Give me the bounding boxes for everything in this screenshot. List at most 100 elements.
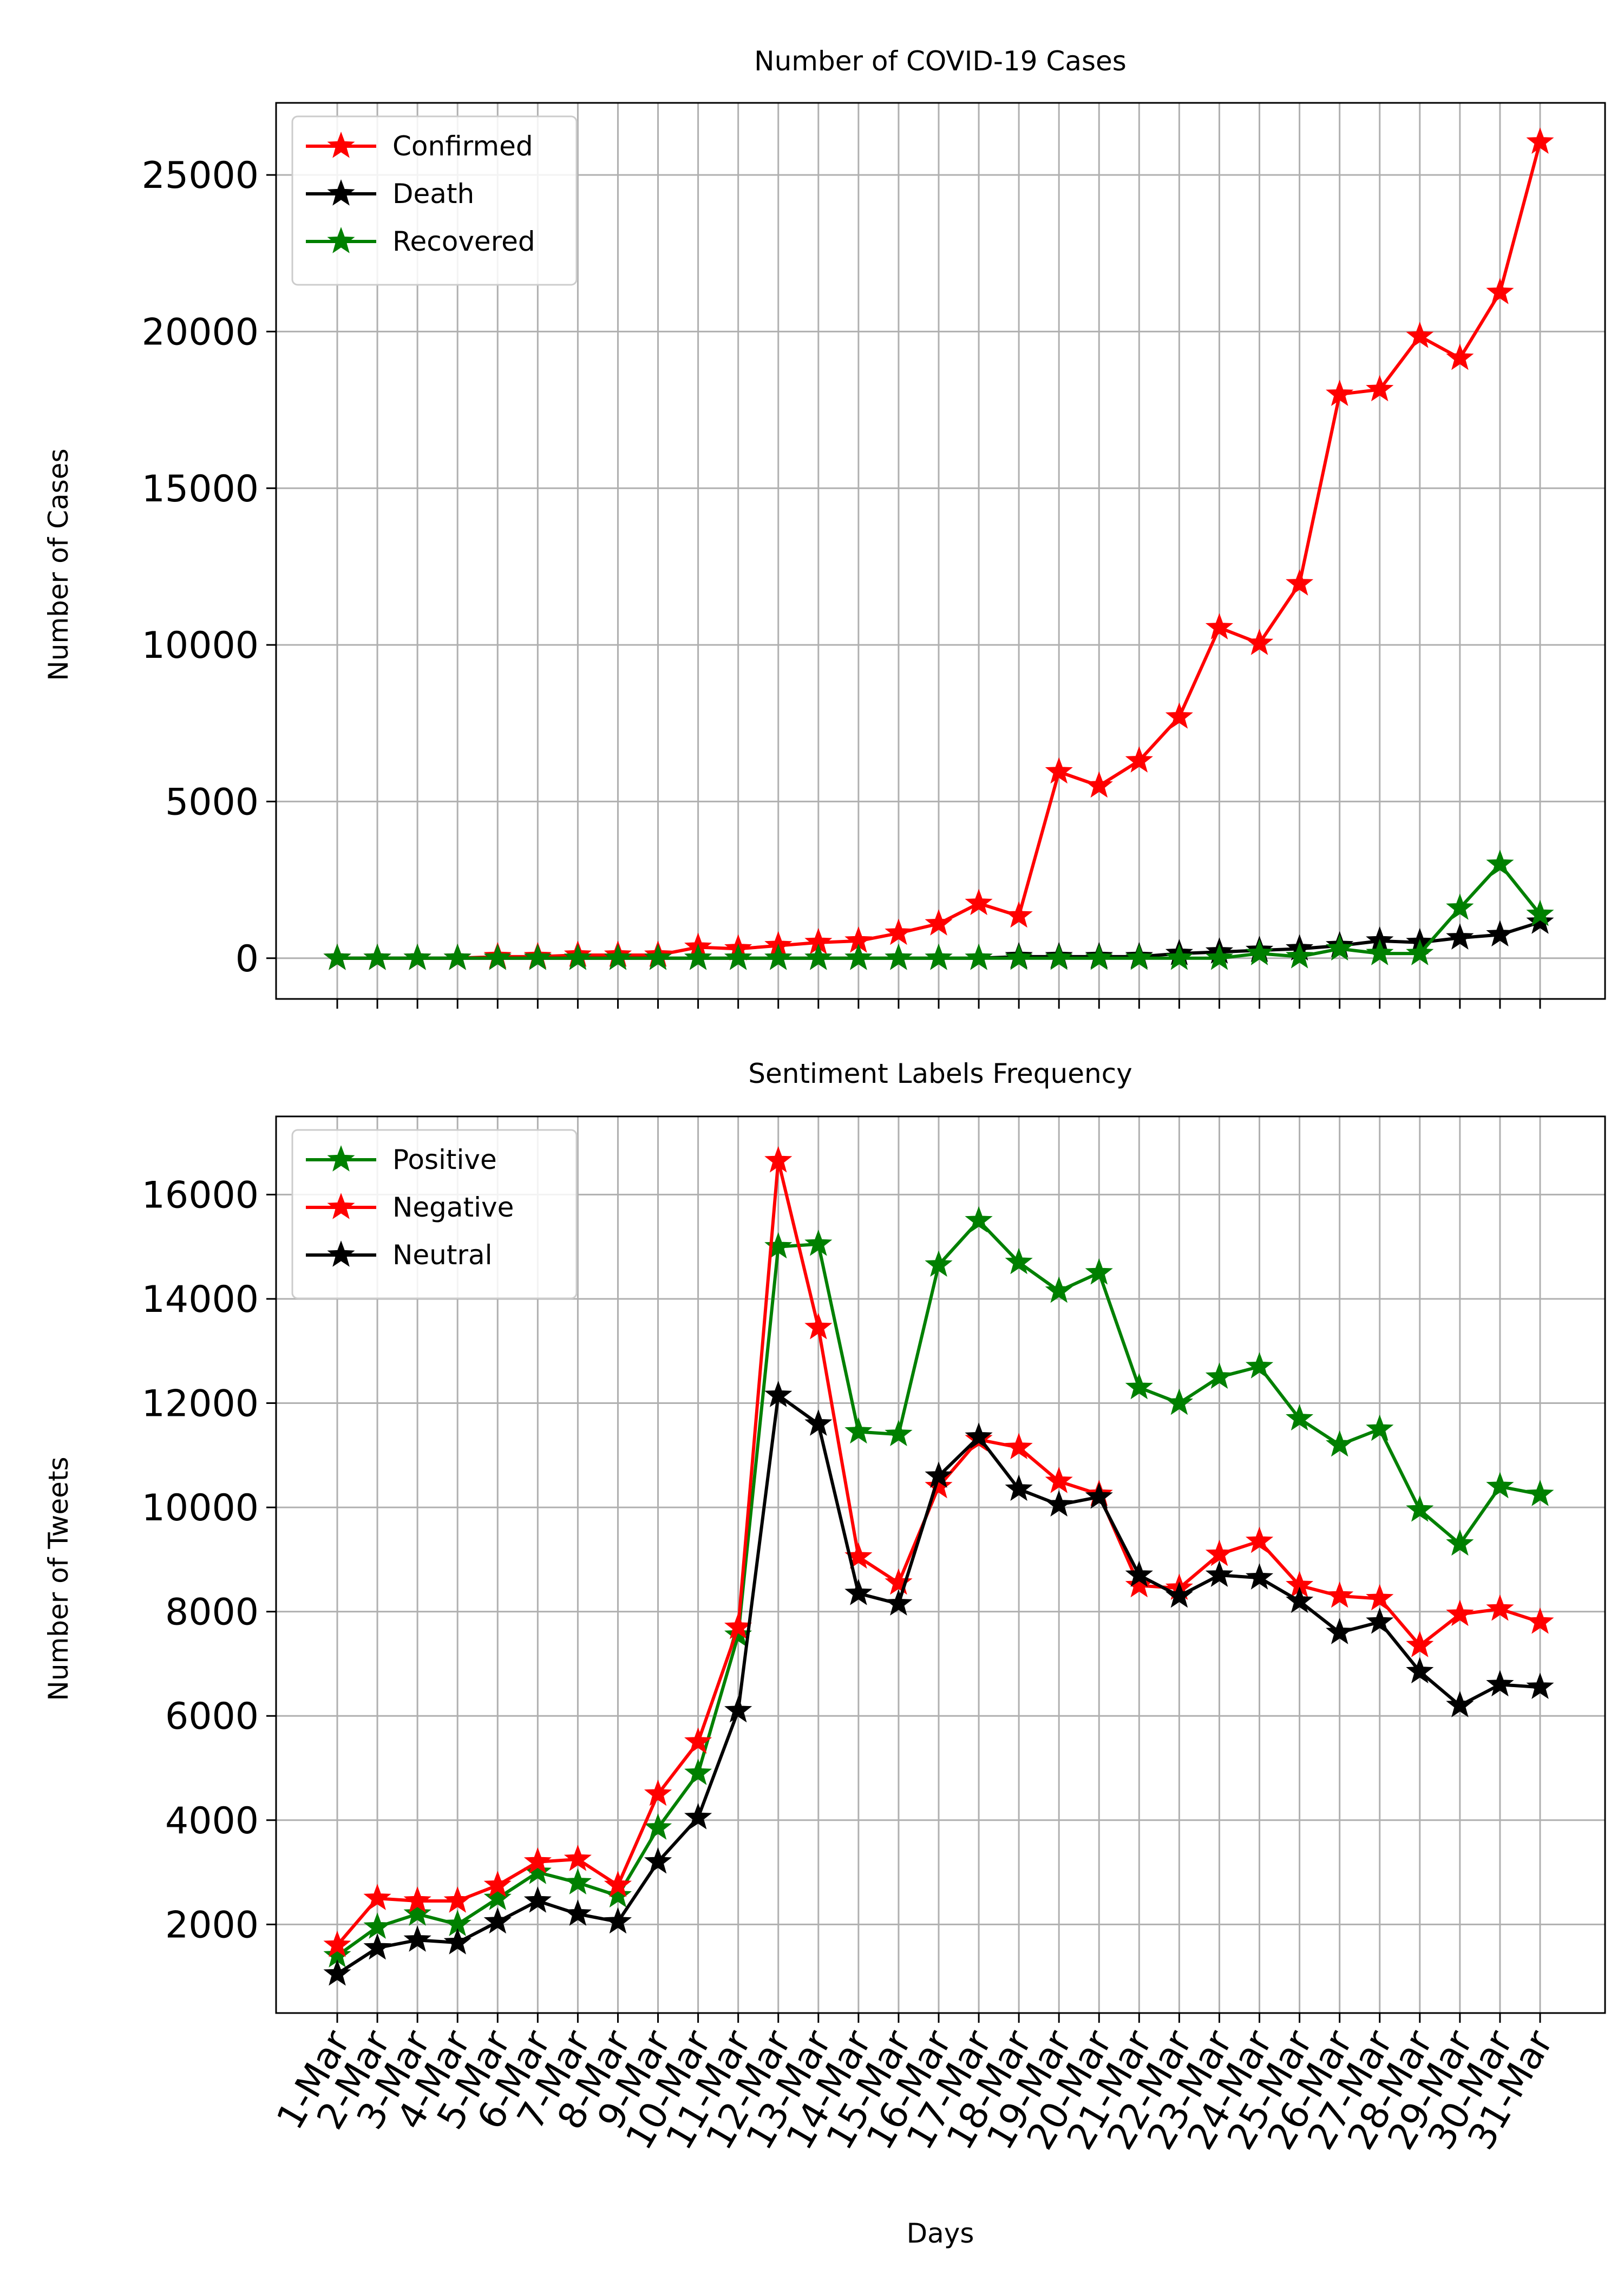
sentiment-neutral-point [443, 1928, 472, 1955]
sentiment-y-tick-label: 2000 [165, 1904, 259, 1946]
cases-axes-frame [275, 102, 1606, 1000]
sentiment-legend-marker [327, 1240, 355, 1267]
cases-death-point [1486, 920, 1514, 947]
sentiment-positive-point [1005, 1247, 1033, 1275]
sentiment-series-neutral [323, 1381, 1554, 1986]
cases-recovered-point [564, 943, 592, 970]
sentiment-positive-point [1286, 1404, 1314, 1431]
cases-recovered-point [1326, 934, 1354, 961]
sentiment-negative-point [523, 1847, 552, 1874]
cases-recovered-point [1286, 942, 1314, 969]
cases-chart-title: Number of COVID-19 Cases [754, 45, 1127, 77]
sentiment-negative-point [1045, 1467, 1073, 1493]
cases-recovered-point [925, 943, 953, 970]
cases-recovered-point [523, 943, 552, 970]
cases-confirmed-point [925, 909, 953, 936]
cases-legend-marker [327, 132, 355, 158]
cases-recovered-point [1486, 850, 1514, 876]
cases-confirmed-point [1446, 343, 1474, 370]
sentiment-neutral-point [1486, 1670, 1514, 1697]
cases-recovered-point [1005, 943, 1033, 970]
cases-recovered-point [885, 943, 913, 970]
cases-confirmed-point [1326, 380, 1354, 406]
sentiment-positive-point [885, 1420, 913, 1447]
sentiment-neutral-point [925, 1461, 953, 1488]
sentiment-positive-point [1205, 1362, 1234, 1389]
cases-legend-label: Death [392, 178, 474, 210]
sentiment-y-tick-label: 16000 [142, 1174, 259, 1217]
sentiment-chart-y-axis-label: Number of Tweets [43, 1456, 74, 1701]
sentiment-positive-point [684, 1759, 712, 1785]
cases-confirmed-point [1085, 771, 1113, 798]
cases-recovered-point [1165, 943, 1193, 970]
sentiment-positive-point [1486, 1472, 1514, 1499]
sentiment-negative-point [1526, 1608, 1554, 1634]
sentiment-positive-point [1085, 1258, 1113, 1285]
sentiment-neutral-point [1366, 1608, 1394, 1634]
sentiment-neutral-point [1125, 1560, 1153, 1587]
sentiment-positive-point [925, 1250, 953, 1277]
cases-legend: Confirmed Death Recovered [291, 115, 578, 286]
cases-legend-label: Confirmed [392, 130, 533, 162]
sentiment-negative-point [483, 1871, 512, 1897]
sentiment-y-tick-label: 8000 [165, 1591, 259, 1634]
cases-recovered-point [604, 943, 632, 970]
cases-recovered-point [804, 943, 833, 970]
cases-y-tick-label: 0 [235, 938, 259, 981]
cases-recovered-point [1366, 939, 1394, 965]
cases-legend-marker [327, 227, 355, 253]
sentiment-y-tick-label: 4000 [165, 1800, 259, 1842]
cases-recovered-point [1245, 939, 1274, 965]
cases-recovered-point [1526, 899, 1554, 926]
sentiment-neutral-point [1326, 1618, 1354, 1644]
cases-confirmed-point [1045, 757, 1073, 784]
sentiment-negative-point [925, 1472, 953, 1499]
sentiment-chart-x-axis-label: Days [907, 2218, 974, 2249]
cases-recovered-point [965, 943, 993, 970]
cases-recovered-point [764, 943, 793, 970]
cases-y-tick-label: 15000 [142, 468, 259, 511]
sentiment-neutral-point [844, 1579, 873, 1605]
sentiment-positive-point [965, 1206, 993, 1233]
cases-recovered-point [1446, 893, 1474, 920]
sentiment-neutral-point [764, 1381, 793, 1407]
sentiment-legend-label: Neutral [392, 1239, 493, 1271]
sentiment-neutral-point [1526, 1672, 1554, 1700]
cases-confirmed-point [1486, 278, 1514, 304]
cases-death-point [1446, 923, 1474, 950]
cases-confirmed-point [885, 918, 913, 945]
cases-recovered-point [684, 943, 712, 970]
cases-y-tick-label: 10000 [142, 624, 259, 667]
sentiment-positive-point [1045, 1276, 1073, 1303]
sentiment-negative-point [724, 1612, 752, 1639]
sentiment-neutral-point [1245, 1563, 1274, 1590]
sentiment-positive-point [1366, 1414, 1394, 1441]
cases-recovered-point [1045, 943, 1073, 970]
sentiment-positive-point [564, 1868, 592, 1895]
sentiment-neutral-point [644, 1847, 672, 1874]
cases-y-tick-label: 20000 [142, 311, 259, 354]
cases-recovered-point [483, 943, 512, 970]
sentiment-positive-point [1526, 1480, 1554, 1506]
cases-confirmed-point [965, 888, 993, 916]
sentiment-negative-point [363, 1884, 391, 1910]
sentiment-negative-point [1446, 1599, 1474, 1626]
cases-recovered-point [443, 943, 472, 970]
sentiment-axes-frame [275, 1115, 1606, 2014]
sentiment-neutral-point [1286, 1586, 1314, 1613]
sentiment-y-tick-label: 14000 [142, 1278, 259, 1321]
sentiment-positive-point [1326, 1430, 1354, 1457]
sentiment-neutral-point [1045, 1490, 1073, 1517]
sentiment-neutral-point [724, 1696, 752, 1723]
sentiment-neutral-point [1446, 1691, 1474, 1717]
sentiment-positive-point [1446, 1529, 1474, 1556]
sentiment-neutral-point [1406, 1657, 1434, 1684]
cases-chart: Number of COVID-19 Cases Number of Cases… [43, 45, 1606, 1009]
sentiment-negative-point [804, 1313, 833, 1339]
sentiment-series-positive [323, 1206, 1554, 1968]
cases-recovered-point [403, 943, 431, 970]
cases-confirmed-point [1406, 322, 1434, 348]
sentiment-negative-point [604, 1871, 632, 1897]
sentiment-neutral-point [483, 1907, 512, 1934]
